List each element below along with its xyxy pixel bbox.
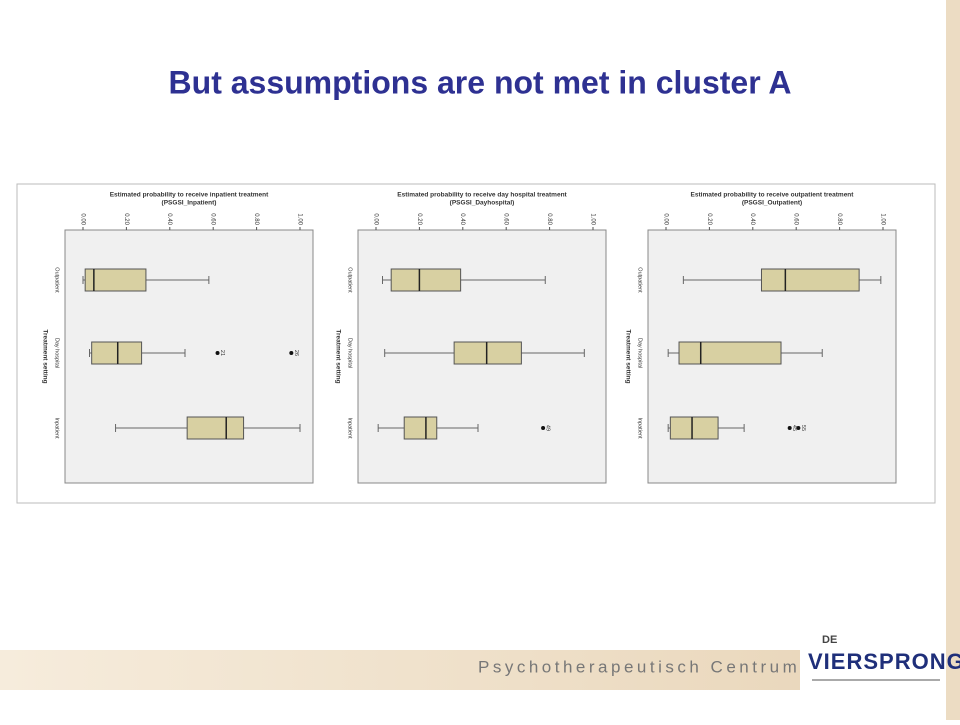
x-tick-label: 0.00 — [662, 213, 668, 225]
footer-text: Psychotherapeutisch Centrum — [478, 657, 800, 676]
outlier-label: 45 — [791, 425, 797, 431]
y-tick-label: Day hospital — [347, 338, 353, 368]
box — [91, 341, 143, 365]
outlier — [787, 426, 792, 430]
footer-band — [0, 650, 800, 690]
box — [390, 268, 462, 292]
x-tick-label: 0.40 — [459, 213, 465, 225]
x-tick-label: 0.60 — [503, 213, 509, 225]
x-tick-label: 0.60 — [793, 213, 799, 225]
y-tick-label: Day hospital — [637, 338, 643, 368]
x-tick-label: 1.00 — [589, 213, 595, 225]
x-tick-label: 0.80 — [253, 213, 259, 225]
y-axis-label: Treatment setting — [624, 329, 631, 383]
x-tick-label: 0.20 — [706, 213, 712, 225]
x-tick-label: 0.60 — [210, 213, 216, 225]
y-tick-label: Outpatient — [347, 267, 353, 293]
y-axis-label: Treatment setting — [41, 329, 48, 383]
chart-subtitle: (PSGSI_Dayhospital) — [450, 200, 515, 207]
chart-title: Estimated probability to receive inpatie… — [110, 192, 269, 199]
charts: Estimated probability to receive inpatie… — [41, 192, 897, 484]
x-tick-label: 0.40 — [749, 213, 755, 225]
y-tick-label: Inpatient — [347, 417, 353, 439]
y-tick-label: Outpatient — [54, 267, 60, 293]
box — [760, 268, 860, 292]
box — [669, 416, 719, 440]
chart-title: Estimated probability to receive day hos… — [397, 192, 567, 199]
y-tick-label: Inpatient — [637, 417, 643, 439]
box — [84, 268, 147, 292]
y-tick-label: Outpatient — [637, 267, 643, 293]
box — [186, 416, 245, 440]
slide-title: But assumptions are not met in cluster A — [169, 64, 792, 100]
y-axis-label: Treatment setting — [334, 329, 341, 383]
x-tick-label: 0.80 — [836, 213, 842, 225]
x-tick-label: 1.00 — [296, 213, 302, 225]
outlier-label: 49 — [545, 425, 551, 431]
box — [678, 341, 782, 365]
y-tick-label: Inpatient — [54, 417, 60, 439]
y-tick-label: Day hospital — [54, 338, 60, 368]
outlier-label: 55 — [800, 425, 806, 431]
chart-subtitle: (PSGSI_Outpatient) — [742, 200, 802, 207]
chart-title: Estimated probability to receive outpati… — [691, 192, 855, 199]
box — [403, 416, 438, 440]
x-tick-label: 0.80 — [546, 213, 552, 225]
outlier-label: 26 — [293, 350, 299, 356]
box — [453, 341, 522, 365]
x-tick-label: 0.40 — [166, 213, 172, 225]
outlier — [541, 426, 546, 430]
chart-subtitle: (PSGSI_Inpatient) — [162, 200, 217, 207]
x-tick-label: 0.20 — [416, 213, 422, 225]
x-tick-label: 0.00 — [372, 213, 378, 225]
logo-large: VIERSPRONG — [808, 649, 960, 674]
outlier — [796, 426, 801, 430]
x-tick-label: 1.00 — [879, 213, 885, 225]
outlier — [215, 351, 220, 355]
side-band — [946, 0, 960, 720]
outlier-label: 21 — [219, 350, 225, 356]
x-tick-label: 0.00 — [79, 213, 85, 225]
logo-small: DE — [822, 634, 837, 646]
x-tick-label: 0.20 — [123, 213, 129, 225]
outlier — [289, 351, 294, 355]
